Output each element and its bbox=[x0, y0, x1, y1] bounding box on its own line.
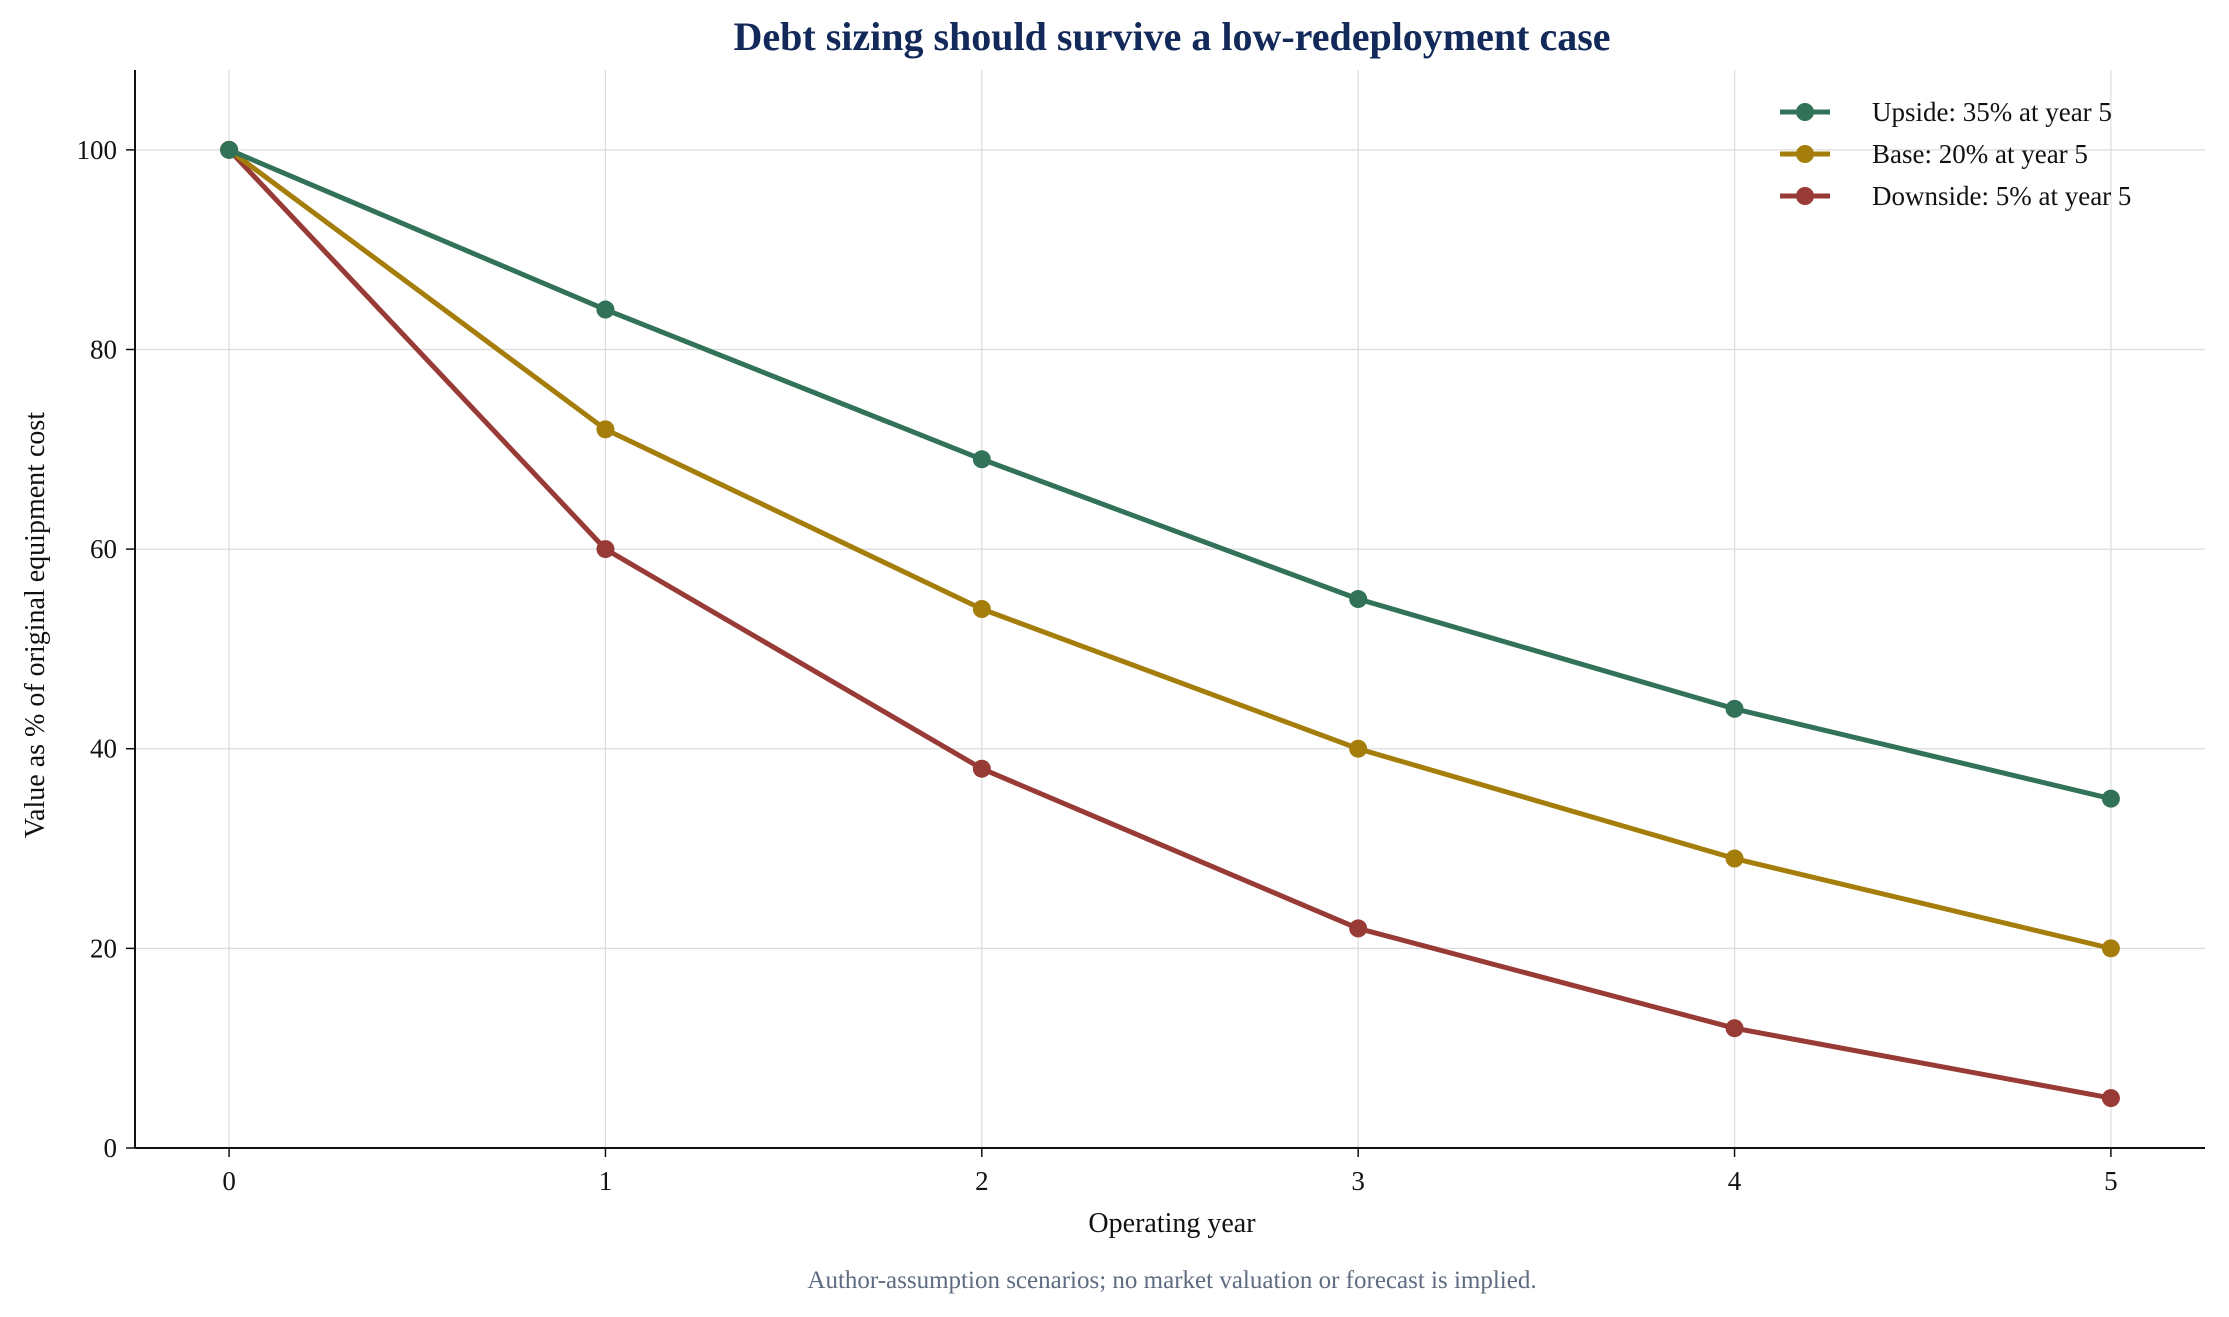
x-axis-label: Operating year bbox=[1088, 1208, 1256, 1239]
axes bbox=[134, 70, 2205, 1149]
grid bbox=[135, 70, 2205, 1149]
legend-marker bbox=[1796, 187, 1814, 205]
legend-entry: Upside: 35% at year 5 bbox=[1780, 97, 2112, 127]
series-line bbox=[227, 148, 2112, 1101]
legend-marker bbox=[1796, 103, 1814, 121]
legend: Upside: 35% at year 5 Base: 20% at year 5… bbox=[1780, 97, 2131, 211]
data-point bbox=[972, 450, 991, 469]
data-point bbox=[596, 540, 615, 559]
x-tick-label: 1 bbox=[599, 1166, 613, 1196]
data-point bbox=[1725, 1019, 1744, 1038]
data-point bbox=[1349, 590, 1368, 609]
data-point bbox=[1725, 699, 1744, 718]
chart-title: Debt sizing should survive a low-redeplo… bbox=[733, 14, 1610, 59]
data-point bbox=[972, 759, 991, 778]
y-tick-label: 20 bbox=[90, 933, 117, 963]
x-ticks: 0 1 2 3 4 5 bbox=[222, 1148, 2118, 1196]
legend-marker bbox=[1796, 145, 1814, 163]
series-0 bbox=[220, 140, 2120, 808]
legend-label: Upside: 35% at year 5 bbox=[1872, 97, 2112, 127]
data-point bbox=[1725, 849, 1744, 868]
y-axis-label: Value as % of original equipment cost bbox=[20, 412, 51, 838]
series-2 bbox=[220, 140, 2120, 1108]
x-tick-label: 5 bbox=[2104, 1166, 2118, 1196]
x-tick-label: 0 bbox=[222, 1166, 236, 1196]
data-point bbox=[220, 140, 239, 159]
y-tick-label: 80 bbox=[90, 334, 117, 364]
data-point bbox=[1349, 739, 1368, 758]
data-point bbox=[2101, 939, 2120, 958]
legend-label: Base: 20% at year 5 bbox=[1872, 139, 2088, 169]
y-ticks: 0 20 40 60 80 100 bbox=[77, 135, 135, 1163]
x-tick-label: 4 bbox=[1728, 1166, 1742, 1196]
data-point bbox=[1349, 919, 1368, 938]
data-point bbox=[2101, 1089, 2120, 1108]
y-tick-label: 100 bbox=[77, 135, 118, 165]
data-point bbox=[596, 300, 615, 319]
y-tick-label: 40 bbox=[90, 734, 117, 764]
series-line bbox=[227, 147, 2112, 951]
data-point bbox=[596, 420, 615, 439]
data-point bbox=[2101, 789, 2120, 808]
x-tick-label: 2 bbox=[975, 1166, 989, 1196]
data-point bbox=[972, 600, 991, 618]
y-tick-label: 60 bbox=[90, 534, 117, 564]
legend-label: Downside: 5% at year 5 bbox=[1872, 181, 2131, 211]
y-tick-label: 0 bbox=[104, 1133, 118, 1163]
legend-entry: Downside: 5% at year 5 bbox=[1780, 181, 2131, 211]
series-line bbox=[228, 147, 2112, 802]
legend-entry: Base: 20% at year 5 bbox=[1780, 139, 2088, 169]
x-tick-label: 3 bbox=[1351, 1166, 1365, 1196]
footnote: Author-assumption scenarios; no market v… bbox=[807, 1267, 1536, 1294]
series-layer bbox=[220, 140, 2120, 1108]
